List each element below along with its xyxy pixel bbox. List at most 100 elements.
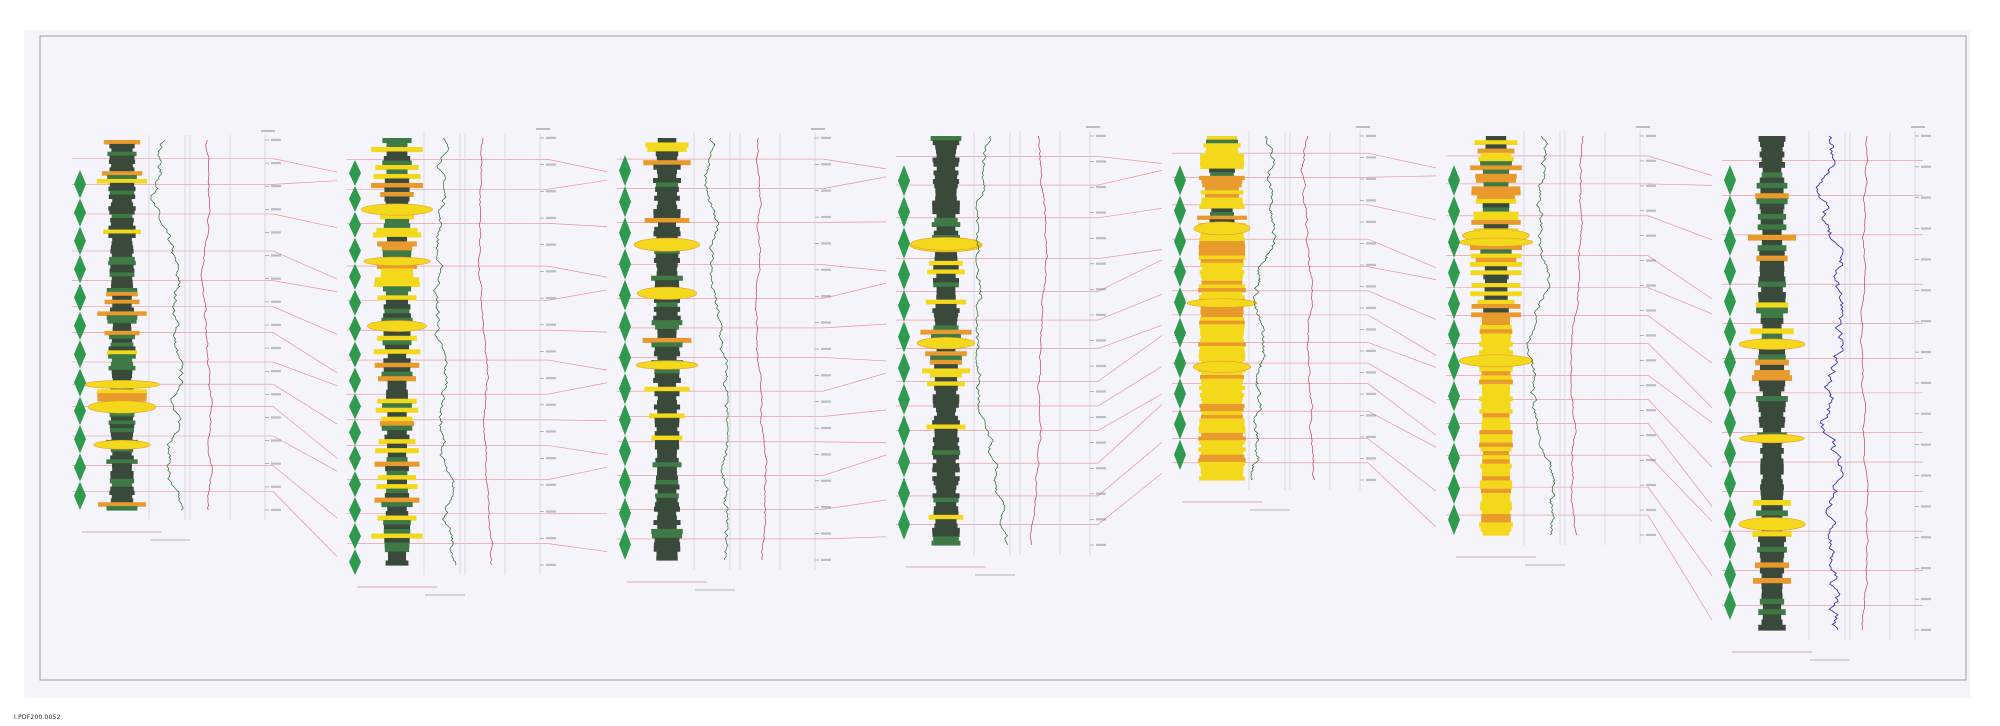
lithology-bed [1200,469,1244,474]
lithology-bed [1475,173,1517,179]
lithology-bed [932,437,960,443]
lithology-bed [655,502,679,508]
lithology-bed [1760,448,1784,454]
depth-label-mark [1646,159,1656,162]
depth-label-mark [821,215,831,219]
depth-label-mark [1366,392,1376,395]
lithology-bed [1759,541,1785,548]
correlation-line [272,213,338,229]
lithology-bed [1203,143,1241,148]
lithology-bed [1199,403,1245,409]
gamma-ray-curve [975,135,1009,546]
lithology-bed [383,524,411,530]
correlation-line [547,419,608,422]
lithology-bed [384,493,410,499]
lithology-bed [384,218,410,224]
lithology-bed [382,340,412,346]
diamond-marker-icon [898,290,910,322]
depth-label-mark [1366,328,1376,331]
lithology-bed [386,151,408,157]
lithology-bed [1758,536,1786,543]
lithology-bed [109,428,135,433]
lithology-bed [110,474,134,480]
lithology-bed [1756,198,1788,205]
lithology-bed [1484,295,1508,301]
lithology-bed [933,265,959,271]
lithology-bed [932,308,960,314]
depth-label-mark [1921,628,1931,631]
depth-label-mark [1366,199,1376,202]
lithology-bed [111,358,133,363]
lithology-bed [108,206,136,211]
depth-label-mark [1366,285,1376,288]
correlation-line [1097,366,1163,407]
lithology-bed [651,320,683,326]
lithology-bed [935,187,957,193]
well-logs [74,126,1931,661]
lithology-bed [934,441,958,447]
depth-label-mark [1366,263,1376,266]
lithology-bed [656,191,678,197]
sonic-curve [1815,135,1844,631]
well-header-mark [1356,126,1370,128]
depth-label-mark [1366,156,1376,159]
lithology-bed [656,471,678,477]
correlation-line [272,306,338,335]
diamond-marker-icon [74,198,86,227]
lithology-bed [936,213,956,219]
lithology-bed [933,325,959,331]
lithology-bed [384,308,410,314]
lithology-bed [1758,380,1786,387]
lithology-bed [934,433,958,438]
lithology-bed [386,479,408,485]
lithology-bed [934,428,958,434]
depth-label-mark [1646,309,1656,312]
lithology-bed [1479,409,1513,414]
lithology-bed [110,202,134,207]
lithology-bed [1756,255,1788,262]
depth-label-mark [1921,597,1931,601]
correlation-line [547,159,608,173]
lithology-bed [654,373,680,379]
lithology-bed [657,266,677,272]
lithology-bed [110,245,134,250]
lithology-bed [654,249,680,255]
depth-label-mark [1646,409,1656,412]
lithology-bed [1201,411,1243,416]
correlation-line [1367,175,1437,178]
gamma-ray-curve [150,139,184,511]
lithology-bed [382,160,412,166]
correlation-line [272,491,338,557]
correlation-line [272,435,338,472]
lithology-bed [378,376,416,382]
correlation-line [822,264,887,272]
correlation-line [1647,343,1713,408]
lithology-bed [1758,354,1786,361]
correlation-line [822,409,887,417]
correlation-line [1367,410,1437,448]
sand-lens [367,320,427,332]
correlation-line [547,445,608,455]
lithology-bed [1759,385,1785,392]
sheet-code: I.PDF200.0052 [14,714,61,721]
lithology-bed [1480,161,1512,166]
resistivity-curve [1300,135,1315,481]
lithology-bed [934,316,958,322]
lithology-bed [1480,249,1512,255]
lithology-bed [934,256,958,262]
lithology-bed [106,288,138,293]
lithology-bed [109,478,135,484]
diamond-marker-icon [1174,287,1186,318]
lithology-bed [1761,240,1783,246]
lithology-bed [654,506,680,512]
diamond-marker-icon [1724,256,1736,287]
lithology-bed [1761,156,1783,163]
sand-lens [87,400,157,414]
lithology-bed [1758,281,1786,288]
lithology-bed [108,354,136,359]
lithology-bed [382,286,412,292]
depth-label-mark [546,510,556,513]
correlation-line [1097,335,1163,382]
lithology-bed [652,462,682,468]
lithology-bed [1761,593,1783,600]
